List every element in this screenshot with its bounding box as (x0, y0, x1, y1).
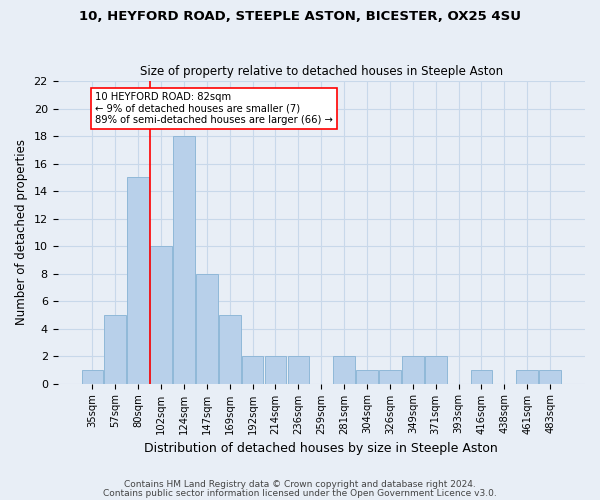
Bar (402, 356, 424, 384)
Text: 10 HEYFORD ROAD: 82sqm
← 9% of detached houses are smaller (7)
89% of semi-detac: 10 HEYFORD ROAD: 82sqm ← 9% of detached … (95, 92, 332, 126)
Bar (196, 274, 218, 384)
Bar (127, 178, 149, 384)
Bar (425, 356, 446, 384)
Text: 10, HEYFORD ROAD, STEEPLE ASTON, BICESTER, OX25 4SU: 10, HEYFORD ROAD, STEEPLE ASTON, BICESTE… (79, 10, 521, 23)
Bar (287, 356, 309, 384)
Bar (356, 370, 378, 384)
Bar (379, 370, 401, 384)
Bar (104, 315, 126, 384)
X-axis label: Distribution of detached houses by size in Steeple Aston: Distribution of detached houses by size … (145, 442, 498, 455)
Bar (265, 356, 286, 384)
Y-axis label: Number of detached properties: Number of detached properties (15, 140, 28, 326)
Bar (219, 315, 241, 384)
Text: Contains HM Land Registry data © Crown copyright and database right 2024.: Contains HM Land Registry data © Crown c… (124, 480, 476, 489)
Bar (539, 370, 561, 384)
Title: Size of property relative to detached houses in Steeple Aston: Size of property relative to detached ho… (140, 66, 503, 78)
Bar (82, 370, 103, 384)
Bar (470, 370, 493, 384)
Bar (242, 356, 263, 384)
Text: Contains public sector information licensed under the Open Government Licence v3: Contains public sector information licen… (103, 488, 497, 498)
Bar (173, 136, 195, 384)
Bar (150, 246, 172, 384)
Bar (333, 356, 355, 384)
Bar (517, 370, 538, 384)
